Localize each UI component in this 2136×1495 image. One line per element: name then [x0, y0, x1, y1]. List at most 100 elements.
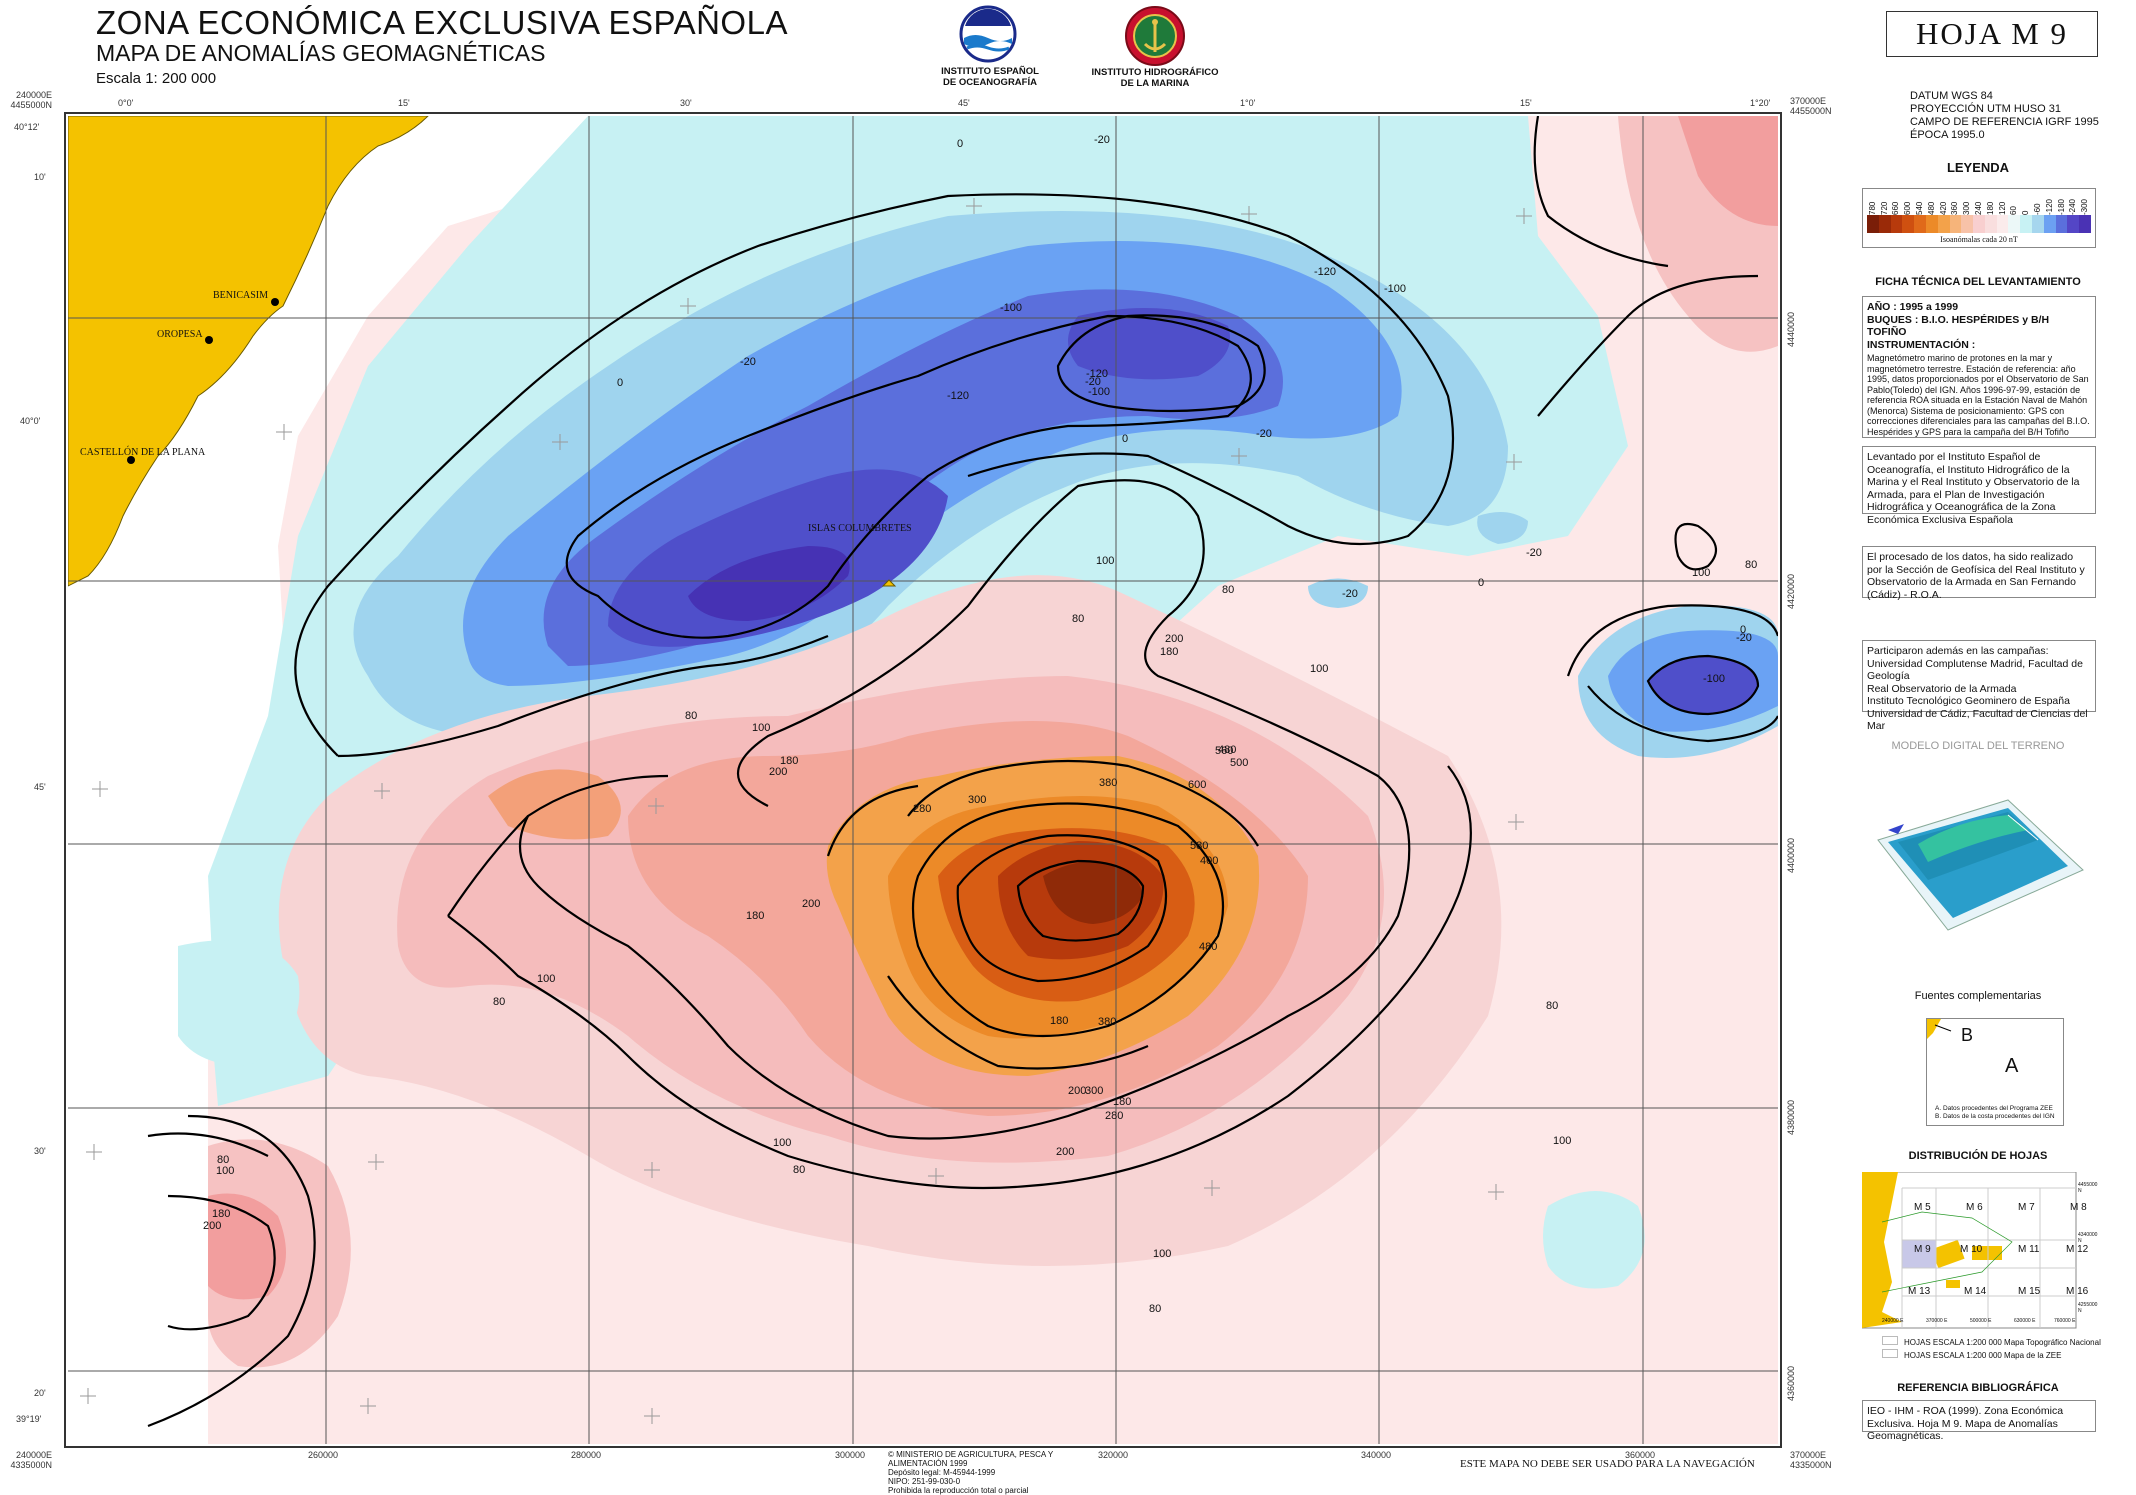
contour-label: 280 [1105, 1110, 1124, 1122]
right-tick: 4360000 [1786, 1366, 1796, 1402]
legend-swatch [2055, 215, 2068, 233]
contour-label: 300 [968, 794, 987, 806]
contour-label: 180 [746, 910, 765, 922]
right-tick: 4400000 [1786, 838, 1796, 874]
top-tick: 15' [398, 98, 410, 108]
sheet-m13[interactable]: M 13 [1908, 1286, 1931, 1297]
legend-value: 240 [1974, 201, 1983, 215]
contour-label: 200 [1056, 1146, 1075, 1158]
referencia-box: IEO - IHM - ROA (1999). Zona Económica E… [1862, 1400, 2096, 1442]
legend-box: 780 720 660 600 540 480 420 360 300 240 180 120 60 0-… [1862, 188, 2096, 248]
corner-br: 370000E 4335000N [1790, 1450, 1832, 1470]
legend-title: LEYENDA [1946, 160, 2010, 175]
legend-value: 120 [1997, 201, 2007, 215]
top-tick: 1°20' [1750, 98, 1771, 108]
sheet-m12[interactable]: M 12 [2066, 1244, 2089, 1255]
contour-label: 80 [1149, 1303, 1162, 1315]
map-title: ZONA ECONÓMICA EXCLUSIVA ESPAÑOLA [96, 4, 788, 41]
legend-value: -180 [2056, 198, 2066, 215]
contour-label: -20 [1094, 134, 1110, 146]
legend-swatch [2020, 215, 2033, 233]
contour-label: 0 [1122, 433, 1129, 445]
bottom-tick: 280000 [571, 1450, 602, 1460]
sheet-m6[interactable]: M 6 [1966, 1202, 1983, 1213]
legend-swatch [2032, 215, 2045, 233]
contour-label: 100 [1692, 567, 1711, 579]
dist-tick: 4255000 N [2078, 1302, 2098, 1314]
contour-label: 280 [913, 803, 932, 815]
sheet-m9[interactable]: M 9 [1914, 1244, 1931, 1255]
contour-label: 180 [212, 1208, 231, 1220]
contour-label: -20 [1256, 428, 1272, 440]
left-tick: 30' [34, 1146, 46, 1156]
right-tick: 4420000 [1786, 574, 1796, 610]
contour-label: 80 [1072, 613, 1085, 625]
legend-value: -120 [2044, 198, 2054, 215]
dist-tick: 370000 E [1926, 1318, 1948, 1324]
contour-label: 200 [1165, 633, 1184, 645]
legend-swatch [1937, 215, 1951, 233]
sheet-m10[interactable]: M 10 [1960, 1244, 1983, 1255]
left-tick: 45' [34, 782, 46, 792]
sheet-m14[interactable]: M 14 [1964, 1286, 1987, 1297]
referencia-title: REFERENCIA BIBLIOGRÁFICA [1897, 1382, 2059, 1394]
contour-label: 580 [1190, 840, 1209, 852]
place-castellon: CASTELLÓN DE LA PLANA [80, 447, 206, 458]
bottom-tick: 340000 [1361, 1450, 1392, 1460]
ihm-name: INSTITUTO HIDROGRÁFICO DE LA MARINA [1091, 67, 1219, 89]
legend-swatch [1914, 215, 1927, 233]
top-tick: 30' [680, 98, 692, 108]
datum-info: DATUM WGS 84 PROYECCIÓN UTM HUSO 31 CAMPO … [1910, 90, 2099, 141]
contour-label: 80 [1745, 559, 1758, 571]
corner-tl: 240000E 4455000N [10, 90, 52, 110]
ieo-name: INSTITUTO ESPAÑOL DE OCEANOGRAFÍA [941, 66, 1039, 88]
ficha-box: AÑO : 1995 a 1999 BUQUES : B.I.O. HESPÉR… [1862, 296, 2096, 438]
contour-label: -120 [1314, 266, 1337, 278]
terrain-model-image [1877, 799, 2084, 931]
legend-value: -300 [2080, 198, 2090, 215]
contour-label: 80 [685, 710, 698, 722]
sheet-m8[interactable]: M 8 [2070, 1202, 2087, 1213]
contour-label: 400 [1200, 855, 1219, 867]
legend-value: 420 [1938, 201, 1948, 215]
ieo-logo [955, 4, 1021, 64]
map-subtitle: MAPA DE ANOMALÍAS GEOMAGNÉTICAS [96, 40, 546, 66]
sheet-m16[interactable]: M 16 [2066, 1286, 2089, 1297]
top-tick: 15' [1520, 98, 1532, 108]
sheet-m15[interactable]: M 15 [2018, 1286, 2041, 1297]
contour-label: 0 [1740, 624, 1747, 636]
sheet-m7[interactable]: M 7 [2018, 1202, 2035, 1213]
legend-swatch [2043, 215, 2057, 233]
contour-label: 0 [1478, 577, 1485, 589]
legend-caption: Isoanómalas cada 20 nT [1940, 235, 2018, 244]
contour-label: -100 [1088, 386, 1111, 398]
legend-value: -240 [2068, 198, 2078, 215]
contour-label: 100 [752, 722, 771, 734]
contour-label: -120 [947, 390, 970, 402]
dist-tick: 630000 E [2014, 1318, 2036, 1324]
contour-label: 200 [1068, 1085, 1087, 1097]
sheet-m5[interactable]: M 5 [1914, 1202, 1931, 1213]
dist-tick: 4340000 N [2078, 1232, 2098, 1244]
legend-swatch [1890, 215, 1903, 233]
legend-swatch [2079, 215, 2092, 233]
sheet-m11[interactable]: M 11 [2018, 1244, 2040, 1255]
legend-value: 0 [2021, 210, 2031, 215]
legend-swatch [1902, 215, 1915, 233]
fuentes-box: B A A. Datos procedentes del Programa ZE… [1926, 1018, 2064, 1126]
copyright: © MINISTERIO DE AGRICULTURA, PESCA Y ALI… [888, 1450, 1054, 1495]
contour-label: -20 [1342, 588, 1358, 600]
contour-label: 100 [1153, 1248, 1172, 1260]
top-tick: 1°0' [1240, 98, 1256, 108]
legend-swatch [1996, 215, 2009, 233]
contour-label: 180 [780, 755, 799, 767]
right-tick: 4380000 [1786, 1100, 1796, 1136]
contour-label: 380 [1098, 1016, 1117, 1028]
legend-value: 300 [1962, 201, 1972, 215]
contour-label: -20 [1526, 547, 1542, 559]
navigation-warning: ESTE MAPA NO DEBE SER USADO PARA LA NAVE… [1460, 1458, 1755, 1470]
legend-swatch [1878, 215, 1892, 233]
bottom-tick: 320000 [1098, 1450, 1129, 1460]
contour-label: 200 [203, 1220, 222, 1232]
legend-swatch [1867, 215, 1880, 233]
